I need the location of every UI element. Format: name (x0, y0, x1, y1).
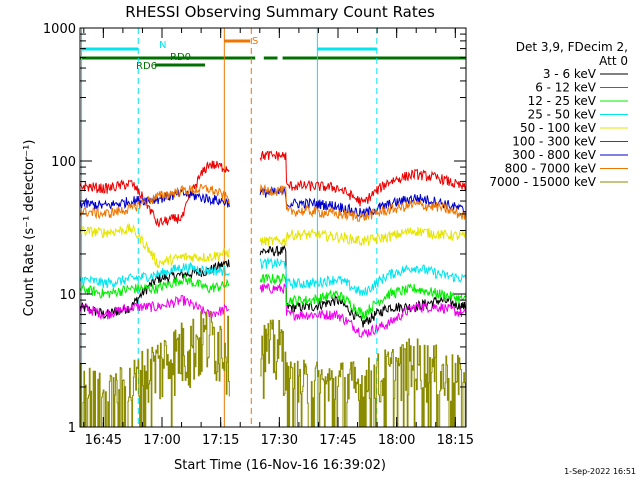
plot-area: N S RD0 RD6 (79, 28, 467, 428)
x-tick-label: 17:45 (319, 433, 356, 448)
x-tick-label: 18:00 (378, 433, 415, 448)
legend-label-6: 300 - 800 keV (512, 148, 596, 162)
x-tick-label: 17:15 (202, 433, 239, 448)
decimation-label-rd0: RD0 (170, 52, 191, 63)
legend-label-8: 7000 - 15000 keV (489, 175, 596, 189)
legend-label-5: 100 - 300 keV (512, 135, 596, 149)
y-tick-label: 1000 (43, 22, 76, 37)
legend-label-7: 800 - 7000 keV (505, 162, 597, 176)
legend-label-0: 3 - 6 keV (543, 67, 597, 81)
x-tick-label: 18:15 (437, 433, 474, 448)
night-flag-label: N (159, 40, 166, 51)
legend-header-line-2: Att 0 (599, 54, 628, 68)
series-line-7 (79, 183, 467, 222)
legend-label-2: 12 - 25 keV (528, 94, 597, 108)
legend-header-line-1: Det 3,9, FDecim 2, (516, 40, 628, 54)
saa-flag-label: S (252, 36, 258, 47)
series-line-1 (79, 282, 467, 339)
legend-label-1: 6 - 12 keV (535, 81, 597, 95)
plot-frame (79, 27, 467, 428)
chart-title: RHESSI Observing Summary Count Rates (125, 3, 435, 21)
legend-label-3: 25 - 50 keV (528, 108, 597, 122)
y-tick-label: 10 (59, 288, 76, 303)
decimation-label-rd6: RD6 (136, 61, 157, 72)
series-line-2 (79, 273, 467, 320)
series-line-4 (79, 222, 467, 269)
legend-label-4: 50 - 100 keV (520, 121, 597, 135)
series-line-5 (79, 150, 467, 228)
axis-ticks: 1 10 100 1000 16:45 17:00 17:15 17:30 17:45 18:00… (43, 22, 474, 448)
y-tick-label: 100 (51, 155, 76, 170)
x-tick-label: 17:00 (143, 433, 180, 448)
x-tick-label: 17:30 (261, 433, 298, 448)
y-tick-label: 1 (68, 421, 76, 436)
footer-timestamp: 1-Sep-2022 16:51 (564, 467, 636, 476)
series-line-3 (79, 256, 467, 296)
x-axis-label: Start Time (16-Nov-16 16:39:02) (174, 458, 386, 473)
series-line-0 (79, 244, 467, 328)
y-axis-label: Count Rate (s⁻¹ detector⁻¹) (22, 140, 37, 317)
x-tick-label: 16:45 (85, 433, 122, 448)
